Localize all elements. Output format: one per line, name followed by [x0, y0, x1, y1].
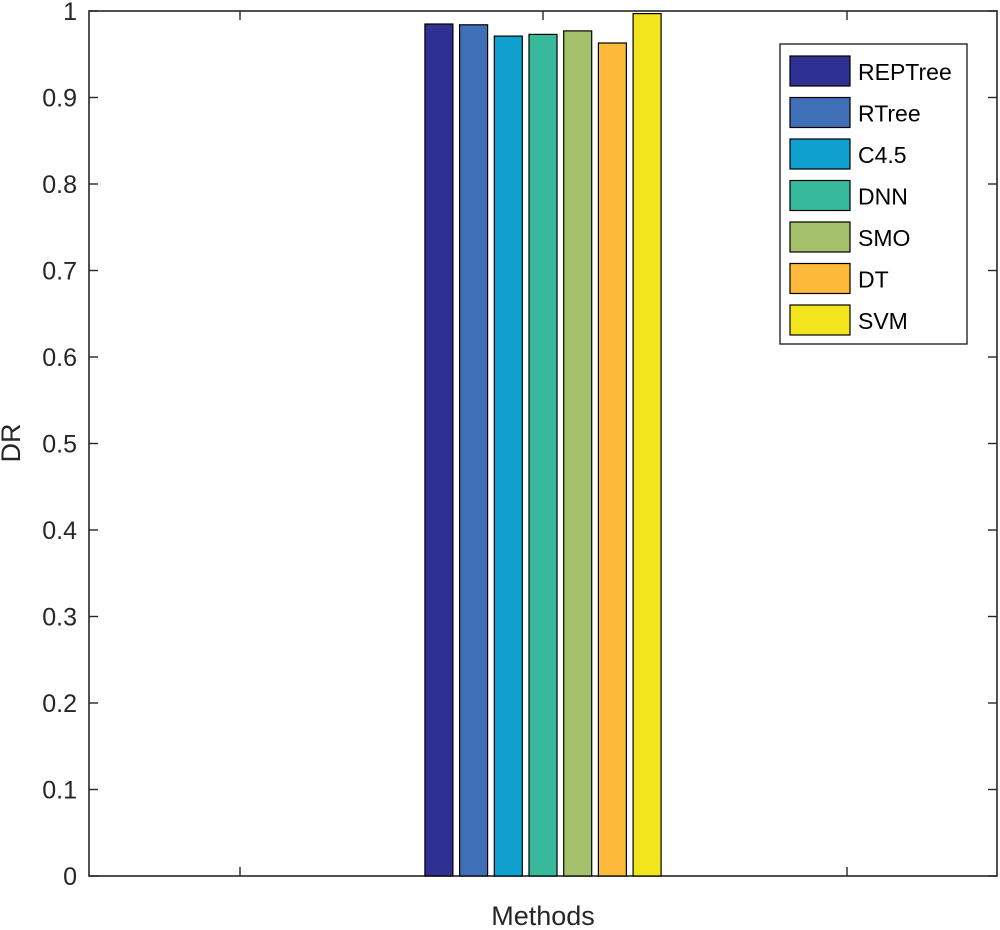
- bar-svm: [632, 13, 662, 877]
- legend-label: RTree: [858, 101, 921, 127]
- y-tick-label: 0.9: [42, 85, 77, 113]
- bar-reptree: [424, 23, 454, 877]
- legend-label: REPTree: [858, 59, 952, 85]
- y-tick-label: 1: [63, 0, 77, 26]
- bar-dnn: [528, 33, 558, 877]
- legend-label: DT: [858, 267, 889, 293]
- legend-label: DNN: [858, 184, 908, 210]
- y-tick-label: 0.5: [42, 431, 77, 459]
- legend-swatch: [789, 221, 851, 253]
- bar-rtree: [459, 24, 489, 877]
- y-tick-label: 0.4: [42, 517, 77, 545]
- legend-label: SVM: [858, 308, 908, 334]
- bar-dt: [597, 42, 628, 877]
- y-tick-label: 0.7: [42, 258, 77, 286]
- bar-smo: [563, 30, 593, 877]
- bars: [424, 13, 662, 877]
- legend-swatch: [789, 138, 851, 170]
- legend-label: C4.5: [858, 142, 907, 168]
- y-tick-label: 0.1: [42, 777, 77, 805]
- y-tick-label: 0.2: [42, 690, 77, 718]
- y-tick-label: 0: [63, 863, 77, 891]
- legend-swatch: [789, 96, 851, 129]
- legend-swatch: [789, 55, 851, 87]
- legend: REPTree RTree C4.5 DNN SMO DT SVM: [779, 43, 968, 345]
- bar-c4-5: [493, 35, 523, 877]
- legend-swatch: [789, 304, 851, 336]
- x-axis-title: Methods: [491, 901, 595, 930]
- y-tick-label: 0.8: [42, 171, 77, 199]
- legend-swatch: [789, 179, 851, 212]
- legend-label: SMO: [858, 225, 910, 251]
- y-tick-label: 0.3: [42, 604, 77, 632]
- axes: 0 0.1 0.2 0.3 0.4 0.5 0.6 0.7 0.8 0.9 1: [42, 0, 998, 891]
- y-tick-label: 0.6: [42, 344, 77, 372]
- legend-swatch: [789, 262, 851, 295]
- y-axis-title: DR: [0, 424, 26, 463]
